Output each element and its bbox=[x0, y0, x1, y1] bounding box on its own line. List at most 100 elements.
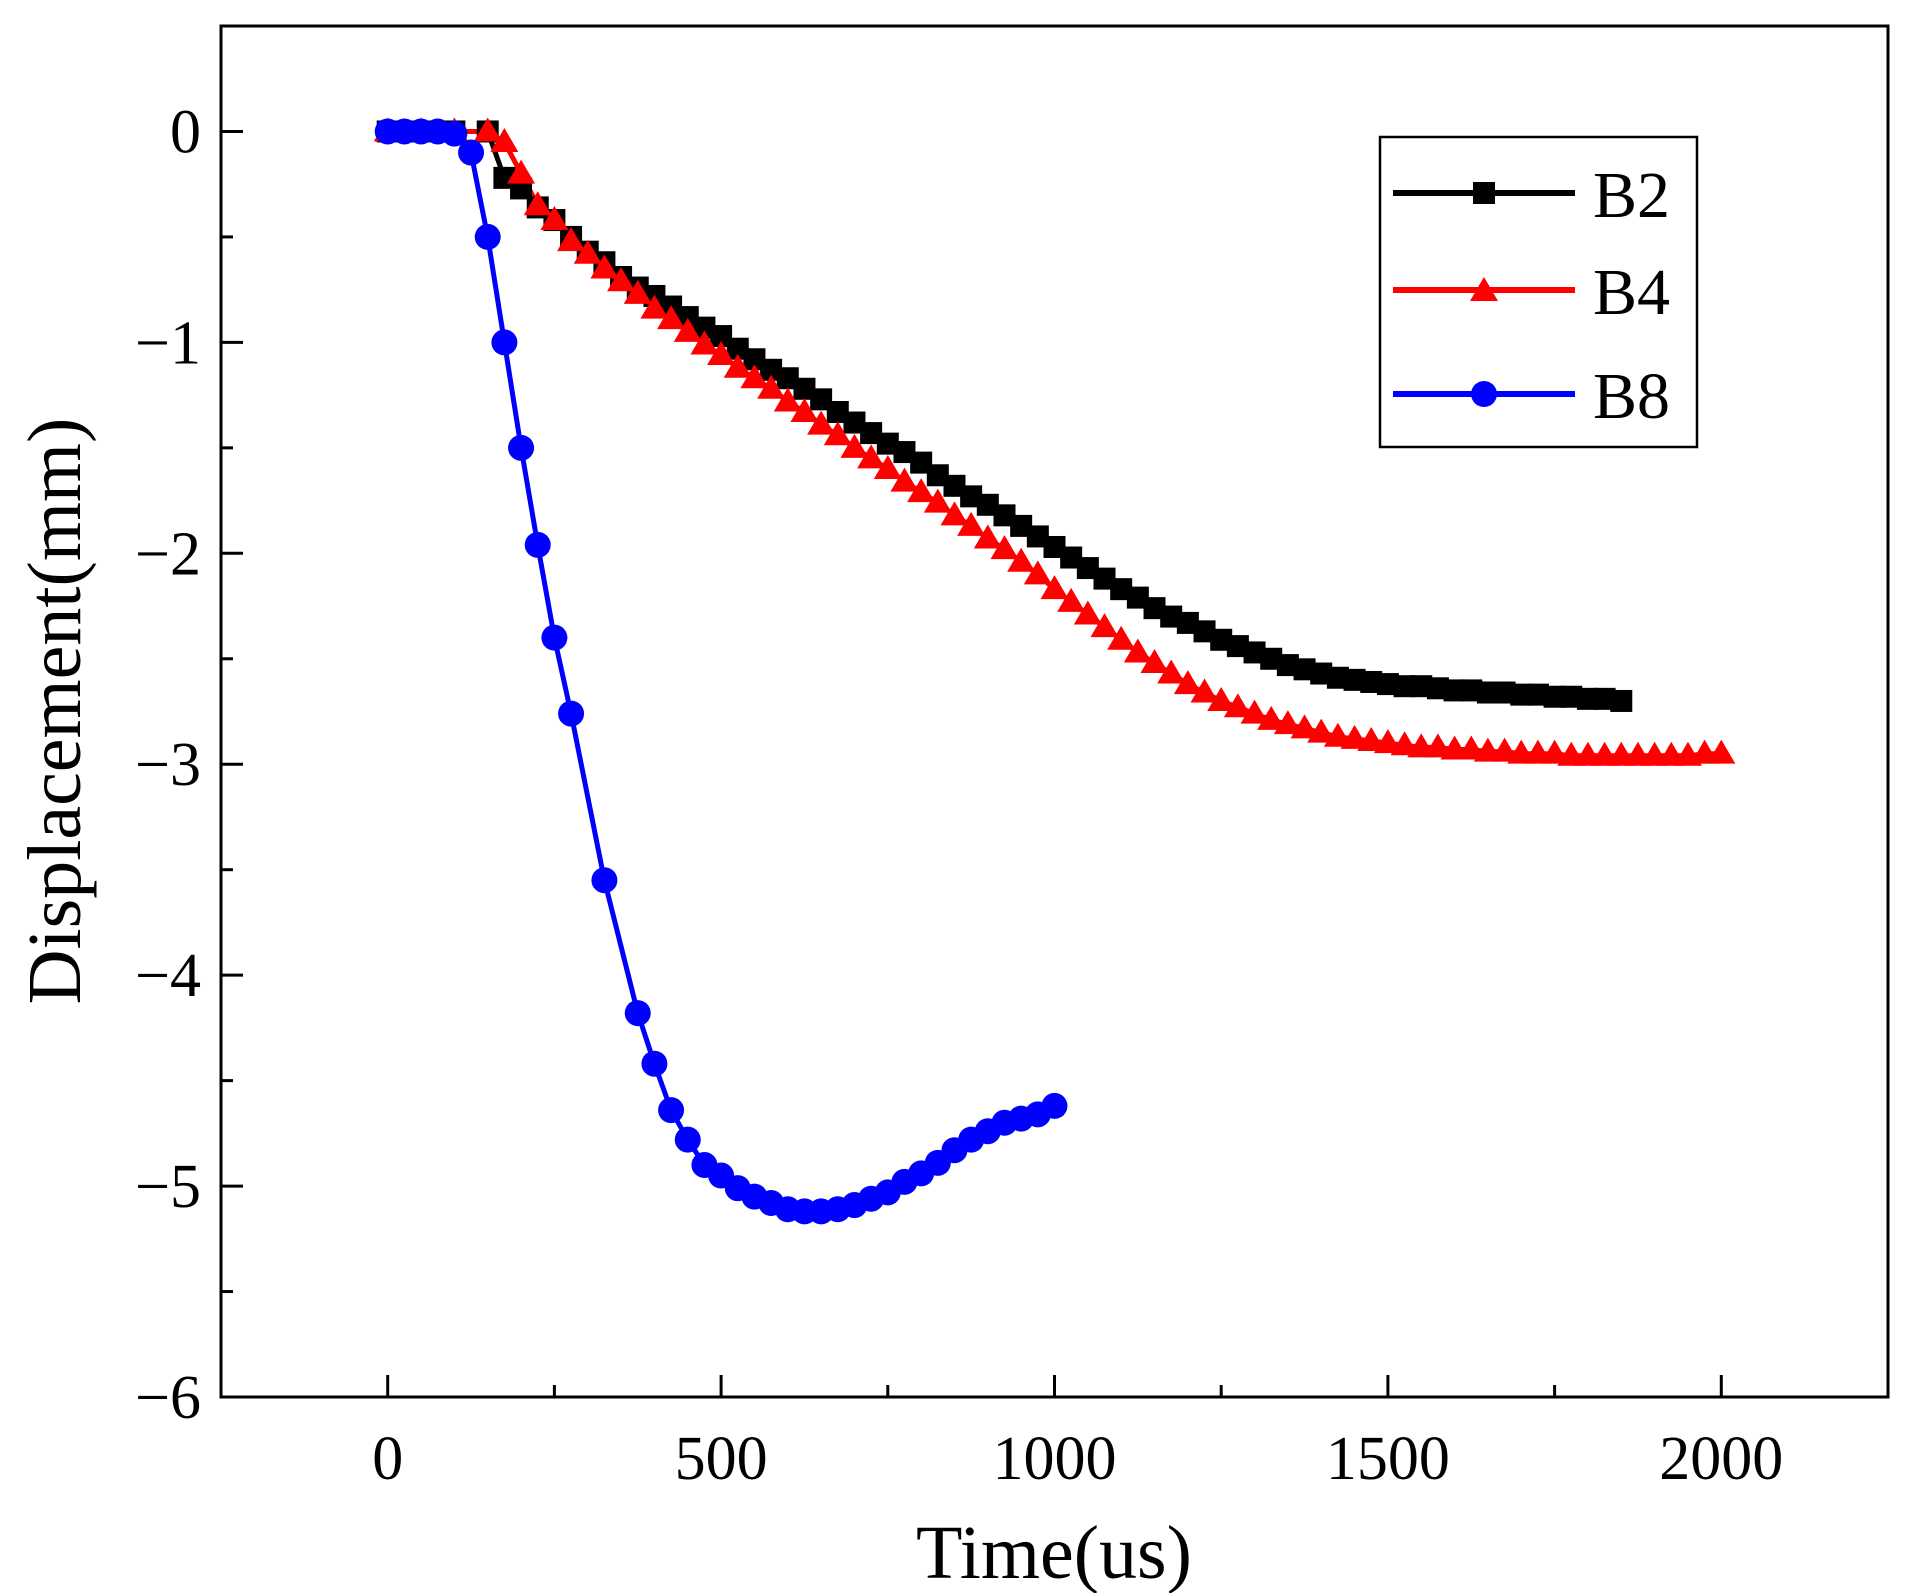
data-point-b4 bbox=[1240, 699, 1269, 724]
data-point-b2 bbox=[843, 411, 866, 434]
data-point-b2 bbox=[1043, 535, 1066, 558]
data-point-b2 bbox=[1576, 687, 1599, 710]
data-point-b2 bbox=[1426, 677, 1449, 700]
data-point-b2 bbox=[1093, 567, 1116, 590]
data-point-b2 bbox=[860, 422, 883, 445]
data-point-b2 bbox=[1543, 685, 1566, 708]
y-axis-title: Displacement(mm) bbox=[13, 418, 97, 1005]
data-point-b2 bbox=[1160, 605, 1183, 628]
data-point-b2 bbox=[1510, 683, 1533, 706]
legend-marker-triangle bbox=[1470, 277, 1498, 301]
data-point-b4 bbox=[1023, 560, 1052, 585]
data-point-b8 bbox=[508, 434, 535, 461]
series-line-b8 bbox=[387, 129, 1056, 1214]
data-point-b8 bbox=[624, 1000, 651, 1027]
legend-entry-b8: B8 bbox=[1393, 360, 1670, 433]
data-point-b4 bbox=[473, 117, 502, 142]
x-tick-label: 1000 bbox=[993, 1425, 1117, 1493]
data-point-b2 bbox=[1493, 681, 1516, 704]
data-point-b2 bbox=[793, 377, 816, 400]
data-point-b2 bbox=[810, 388, 833, 411]
data-point-b8 bbox=[1041, 1092, 1068, 1119]
data-point-b4 bbox=[907, 478, 936, 503]
legend-entry-b2: B2 bbox=[1393, 159, 1670, 232]
data-point-b2 bbox=[1176, 611, 1199, 634]
data-point-b4 bbox=[807, 410, 836, 435]
axis-ticks: 0 500 1000 1500 2000 0 −1 −2 −3 −4 −5 −6 bbox=[135, 24, 1890, 1493]
data-point-b4 bbox=[1073, 600, 1102, 625]
data-point-b4 bbox=[1490, 737, 1519, 762]
data-point-b4 bbox=[1290, 714, 1319, 739]
data-point-b8 bbox=[591, 867, 618, 894]
data-point-b4 bbox=[823, 421, 852, 446]
data-point-b2 bbox=[676, 306, 699, 329]
data-point-b2 bbox=[1243, 641, 1266, 664]
data-point-b4 bbox=[1357, 727, 1386, 752]
data-point-b2 bbox=[726, 337, 749, 360]
data-point-b2 bbox=[1410, 675, 1433, 698]
data-point-b4 bbox=[957, 511, 986, 536]
data-point-b8 bbox=[674, 1126, 701, 1153]
data-point-b2 bbox=[1126, 586, 1149, 609]
data-point-b2 bbox=[1076, 557, 1099, 580]
data-point-b2 bbox=[1443, 679, 1466, 702]
y-tick-label: −5 bbox=[135, 1153, 201, 1221]
data-point-b2 bbox=[710, 325, 733, 348]
legend-label-b4: B4 bbox=[1593, 256, 1670, 329]
data-point-b4 bbox=[1307, 718, 1336, 743]
data-point-b2 bbox=[960, 485, 983, 508]
data-point-b4 bbox=[523, 191, 552, 216]
data-point-b4 bbox=[707, 341, 736, 366]
data-point-b4 bbox=[873, 454, 902, 479]
legend-marker-square bbox=[1473, 182, 1495, 204]
data-point-b4 bbox=[1090, 613, 1119, 638]
data-point-b8 bbox=[441, 120, 468, 147]
data-point-b2 bbox=[993, 504, 1016, 527]
data-point-b4 bbox=[607, 267, 636, 292]
data-point-b2 bbox=[1393, 675, 1416, 698]
data-point-b2 bbox=[1276, 654, 1299, 677]
data-point-b2 bbox=[1260, 647, 1283, 670]
data-point-b4 bbox=[723, 353, 752, 378]
x-tick-label: 1500 bbox=[1326, 1425, 1450, 1493]
data-point-b2 bbox=[1526, 683, 1549, 706]
data-point-b4 bbox=[690, 330, 719, 355]
data-point-b4 bbox=[623, 279, 652, 304]
data-point-b2 bbox=[1460, 679, 1483, 702]
data-point-b4 bbox=[1423, 733, 1452, 758]
data-point-b4 bbox=[1323, 722, 1352, 747]
data-point-b2 bbox=[910, 451, 933, 474]
data-point-b4 bbox=[1373, 729, 1402, 754]
data-point-b2 bbox=[826, 400, 849, 423]
data-point-b4 bbox=[757, 374, 786, 399]
data-point-b4 bbox=[1273, 710, 1302, 735]
data-point-b8 bbox=[541, 624, 568, 651]
data-point-b4 bbox=[590, 254, 619, 279]
x-tick-label: 2000 bbox=[1659, 1425, 1783, 1493]
data-point-b4 bbox=[1540, 739, 1569, 764]
data-point-b4 bbox=[557, 227, 586, 252]
data-point-b2 bbox=[1210, 628, 1233, 651]
data-point-b4 bbox=[1157, 659, 1186, 684]
data-point-b8 bbox=[641, 1050, 668, 1077]
data-point-b2 bbox=[1610, 689, 1633, 712]
data-point-b2 bbox=[943, 474, 966, 497]
data-point-b4 bbox=[657, 305, 686, 330]
data-point-b8 bbox=[491, 329, 518, 356]
data-point-b4 bbox=[1140, 648, 1169, 673]
y-tick-label: −2 bbox=[135, 520, 201, 588]
data-point-b4 bbox=[773, 387, 802, 412]
y-tick-label: −6 bbox=[135, 1364, 201, 1432]
data-point-b4 bbox=[540, 206, 569, 231]
data-point-b2 bbox=[1143, 597, 1166, 620]
data-point-b4 bbox=[840, 433, 869, 458]
legend-label-b2: B2 bbox=[1593, 159, 1670, 232]
x-tick-label: 0 bbox=[372, 1425, 403, 1493]
legend-label-b8: B8 bbox=[1593, 360, 1670, 433]
data-point-b2 bbox=[1060, 546, 1083, 569]
data-point-b4 bbox=[1040, 575, 1069, 600]
data-point-b4 bbox=[1123, 638, 1152, 663]
data-point-b4 bbox=[857, 444, 886, 469]
data-point-b8 bbox=[474, 223, 501, 250]
